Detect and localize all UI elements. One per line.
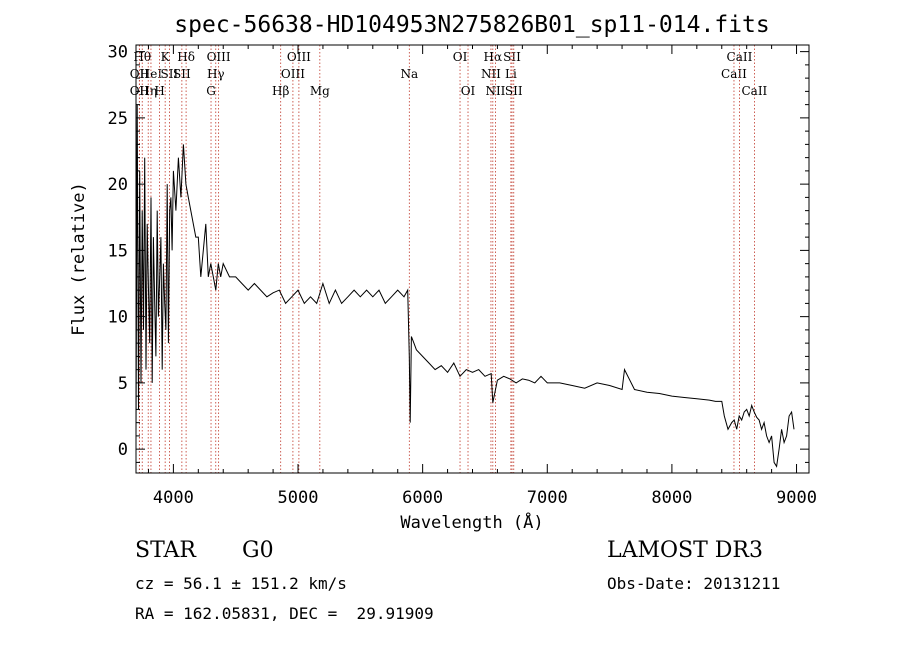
- spectral-line-label: Hβ: [272, 84, 289, 98]
- x-tick-label: 9000: [776, 488, 817, 508]
- chart-title: spec-56638-HD104953N275826B01_sp11-014.f…: [174, 12, 769, 38]
- object-class: STAR: [135, 538, 196, 563]
- survey-name: LAMOST DR3: [607, 538, 763, 563]
- spectral-line-label: G: [206, 84, 216, 98]
- spectral-line-label: Hη: [139, 84, 157, 98]
- spectral-line-label: OI: [453, 50, 468, 64]
- spectral-line-label: NII: [485, 84, 505, 98]
- y-tick-label: 0: [118, 440, 128, 460]
- spectral-line-label: SII: [173, 67, 191, 81]
- observation-date: Obs-Date: 20131211: [607, 574, 781, 593]
- redshift-velocity: cz = 56.1 ± 151.2 km/s: [135, 574, 347, 593]
- spectral-line-label: Na: [400, 67, 418, 81]
- spectral-line-label: Hθ: [133, 50, 151, 64]
- spectral-line-label: H: [154, 84, 164, 98]
- y-tick-label: 30: [108, 43, 128, 63]
- y-tick-label: 15: [108, 241, 128, 261]
- spectral-line-markers: OIIOIIHθHηHeIHKSIIHδSIIGHγOIIIHβOIIIOIII…: [130, 45, 768, 473]
- spectrum-series-line: [135, 104, 795, 468]
- y-tick-label: 20: [108, 175, 128, 195]
- spectral-line-label: CaII: [727, 50, 753, 64]
- spectral-line-label: SII: [505, 84, 523, 98]
- x-tick-label: 7000: [527, 488, 568, 508]
- object-subclass: G0: [242, 538, 274, 563]
- spectral-line-label: Li: [505, 67, 517, 81]
- spectral-line-label: HeI: [140, 67, 163, 81]
- spectral-line-label: Hα: [484, 50, 503, 64]
- spectral-line-label: Hδ: [177, 50, 195, 64]
- spectral-line-label: NII: [481, 67, 501, 81]
- coordinates: RA = 162.05831, DEC = 29.91909: [135, 604, 434, 623]
- x-tick-label: 6000: [402, 488, 443, 508]
- spectral-line-label: Hγ: [207, 67, 225, 81]
- y-axis-label: Flux (relative): [69, 182, 89, 336]
- spectral-line-label: CaII: [721, 67, 747, 81]
- spectral-line-label: OIII: [207, 50, 231, 64]
- y-tick-label: 10: [108, 308, 128, 328]
- spectral-line-label: OIII: [281, 67, 305, 81]
- axis-ticks: 4000 5000 6000 7000 8000 9000 0 5 10 15 20 25 30: [108, 43, 817, 508]
- spectral-line-label: OI: [461, 84, 476, 98]
- x-axis-label: Wavelength (Å): [400, 511, 543, 533]
- y-tick-label: 25: [108, 109, 128, 129]
- spectral-line-label: K: [161, 50, 171, 64]
- plot-frame: [135, 44, 810, 474]
- spectral-line-label: SII: [503, 50, 521, 64]
- spectral-line-label: SII: [161, 67, 179, 81]
- x-tick-label: 4000: [153, 488, 194, 508]
- x-tick-label: 8000: [651, 488, 692, 508]
- y-tick-label: 5: [118, 374, 128, 394]
- spectral-line-label: CaII: [741, 84, 767, 98]
- spectral-line-label: OIII: [287, 50, 311, 64]
- x-tick-label: 5000: [278, 488, 319, 508]
- spectral-line-label: Mg: [310, 84, 330, 98]
